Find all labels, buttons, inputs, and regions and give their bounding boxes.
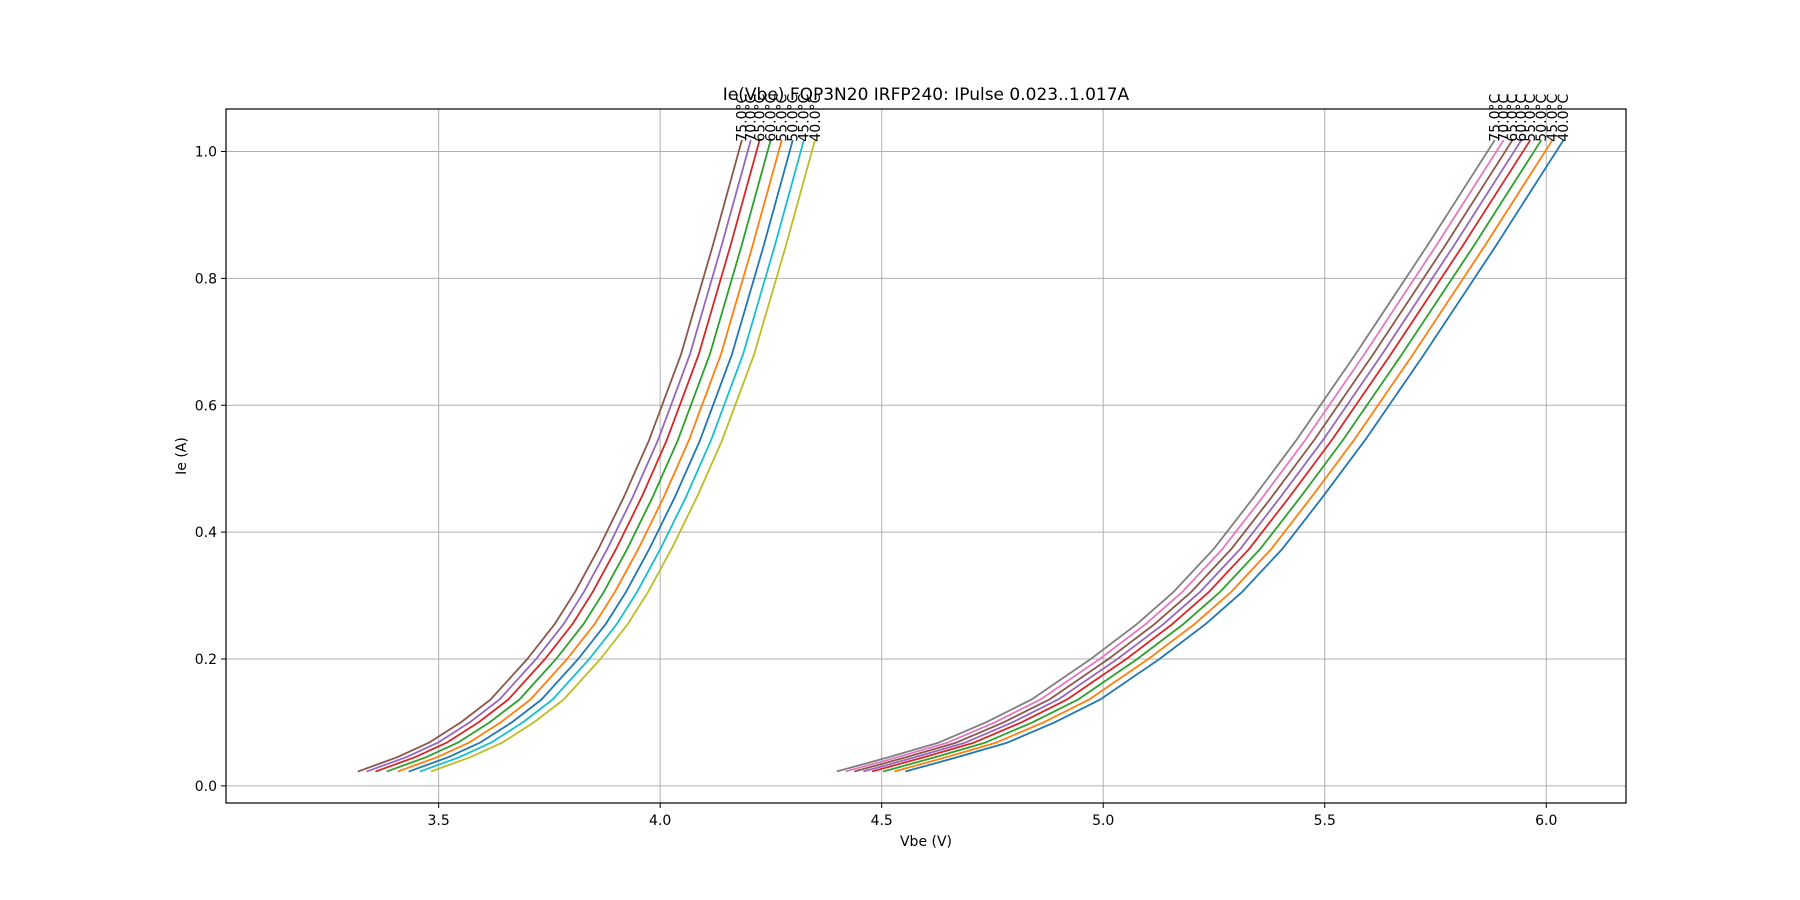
y-tick-label: 0.8 xyxy=(195,271,217,287)
series-label: 60.0°C xyxy=(1514,94,1530,142)
x-tick-label: 4.0 xyxy=(649,813,671,829)
y-tick-label: 0.6 xyxy=(195,398,217,414)
series-label: 60.0°C xyxy=(764,94,780,142)
ticks: 3.5 4.0 4.5 5.0 5.5 6.0 0.0 0.2 0.4 0.6 0.8 1.0 xyxy=(195,145,1558,829)
series-label: 50.0°C xyxy=(1534,94,1550,142)
series-line xyxy=(836,139,1496,773)
series-label: 75.0°C xyxy=(1487,94,1503,142)
series-line xyxy=(375,139,761,773)
series-label: 40.0°C xyxy=(1556,94,1572,142)
series-line xyxy=(408,139,794,773)
series-label: 40.0°C xyxy=(808,94,824,142)
y-axis-label: Ie (A) xyxy=(174,437,190,475)
series-line xyxy=(905,139,1564,773)
series-line xyxy=(386,139,772,773)
series-labels: 40.0°C45.0°C50.0°C55.0°C60.0°C65.0°C70.0… xyxy=(735,94,1572,142)
grid xyxy=(226,109,1626,803)
series-label: 45.0°C xyxy=(1545,94,1561,142)
series-label: 70.0°C xyxy=(1496,94,1512,142)
series-line xyxy=(419,139,805,773)
y-tick-label: 0.0 xyxy=(195,779,217,795)
y-tick-label: 1.0 xyxy=(195,145,217,161)
x-tick-label: 5.5 xyxy=(1314,813,1336,829)
y-tick-label: 0.2 xyxy=(195,652,217,668)
x-tick-label: 6.0 xyxy=(1535,813,1557,829)
plot-area: 3.5 4.0 4.5 5.0 5.5 6.0 0.0 0.2 0.4 0.6 0.8 1.0 40.… xyxy=(195,94,1627,829)
series-label: 70.0°C xyxy=(744,94,760,142)
plot-frame xyxy=(225,108,1627,804)
series-label: 55.0°C xyxy=(1523,94,1539,142)
series-line xyxy=(871,139,1531,773)
series-line xyxy=(894,139,1553,773)
series-line xyxy=(430,139,816,773)
series-line xyxy=(366,139,752,773)
x-tick-label: 5.0 xyxy=(1092,813,1114,829)
chart-title: Ie(Vbe) FQP3N20 IRFP240: IPulse 0.023..1… xyxy=(723,85,1130,105)
series-label: 55.0°C xyxy=(775,94,791,142)
series-line xyxy=(854,139,1513,773)
series-line xyxy=(883,139,1542,773)
x-tick-label: 4.5 xyxy=(871,813,893,829)
series-label: 75.0°C xyxy=(735,94,751,142)
series-line xyxy=(863,139,1522,773)
series-label: 65.0°C xyxy=(1505,94,1521,142)
series-line xyxy=(397,139,783,773)
series-line xyxy=(845,139,1505,773)
series-label: 65.0°C xyxy=(752,94,768,142)
x-axis-label: Vbe (V) xyxy=(900,834,952,850)
series-layer xyxy=(357,139,1564,773)
x-tick-label: 3.5 xyxy=(428,813,450,829)
series-label: 45.0°C xyxy=(797,94,813,142)
y-tick-label: 0.4 xyxy=(195,525,217,541)
series-label: 50.0°C xyxy=(786,94,802,142)
series-line xyxy=(357,139,743,773)
